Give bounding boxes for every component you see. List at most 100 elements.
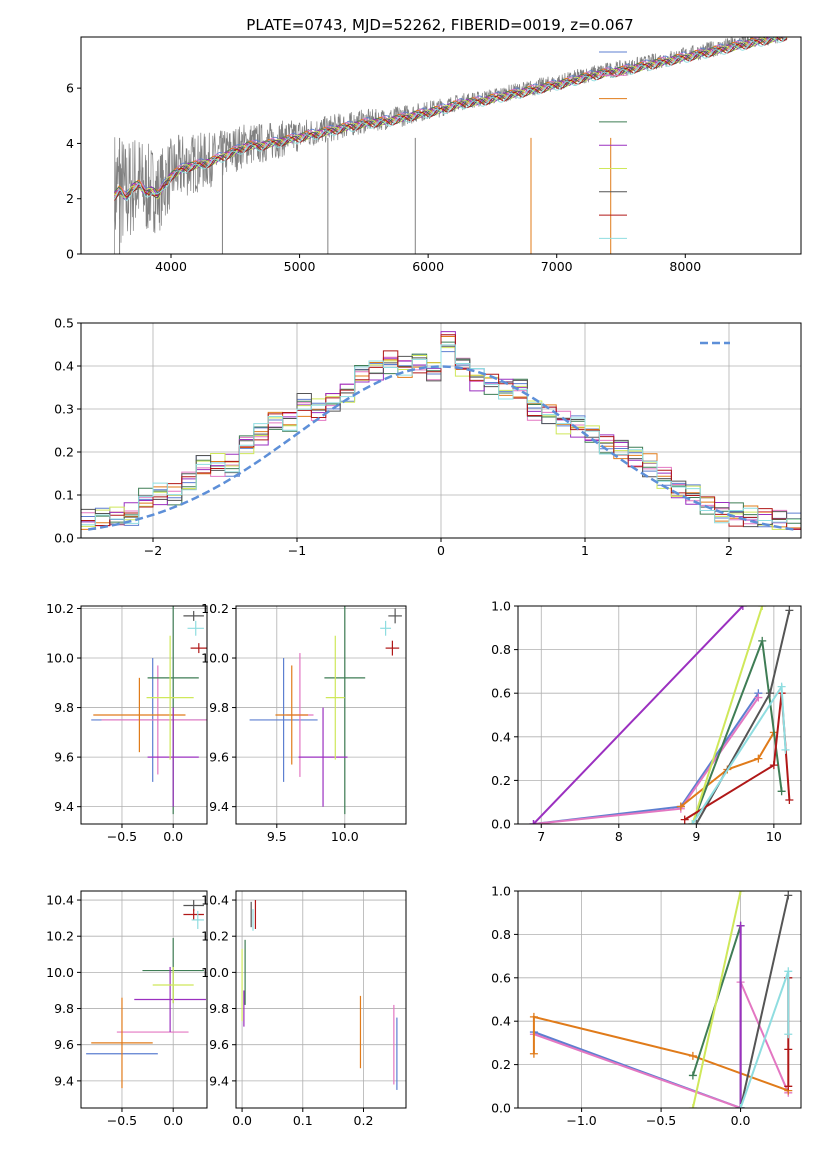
y-tick-label: 9.4	[54, 1073, 74, 1088]
y-tick-label: 0	[66, 247, 74, 262]
x-tick-label: 8	[615, 829, 623, 844]
weight-series	[739, 895, 790, 1108]
x-tick-label: 0.2	[354, 1113, 374, 1128]
x-tick-label: 0.0	[163, 829, 183, 844]
y-tick-label: 9.4	[209, 799, 229, 814]
y-tick-label: 9.6	[54, 1037, 74, 1052]
panel-spectrum: 4000 5000 6000 7000 8000 0 2 4 6	[66, 36, 802, 274]
panel-age_vs_Z: −0.5 0.0 9.4 9.6 9.8 10.0 10.2	[46, 601, 208, 844]
y-tick-label: 0.4	[491, 1014, 511, 1029]
y-tick-label: 9.4	[54, 799, 74, 814]
x-tick-label: 0.0	[163, 1113, 183, 1128]
y-tick-label: 0.0	[54, 531, 74, 546]
weight-point	[676, 802, 685, 811]
weight-point	[529, 820, 538, 824]
weight-point	[736, 1104, 745, 1108]
weight-point	[680, 815, 689, 824]
weight-point	[738, 606, 747, 610]
weight-point	[688, 1071, 697, 1080]
panel-mass_vs_ebv: 0.0 0.1 0.2 9.4 9.6 9.8 10.0 10.2 10.4	[201, 890, 407, 1128]
x-tick-label: −1	[288, 543, 306, 558]
y-tick-label: 0.3	[54, 402, 74, 417]
x-tick-label: 5000	[284, 259, 316, 274]
weight-point	[784, 1030, 793, 1039]
weight-point	[758, 606, 767, 610]
model-spectrum	[114, 37, 780, 201]
y-tick-label: 10.0	[46, 651, 74, 666]
axes-frame	[517, 890, 802, 1109]
y-tick-label: 10.2	[201, 601, 229, 616]
weight-point	[777, 787, 786, 796]
y-tick-label: 10.2	[201, 929, 229, 944]
gaussian-curve	[88, 365, 794, 531]
y-tick-label: 0.8	[491, 927, 511, 942]
weight-point	[765, 689, 774, 698]
x-tick-label: 0.0	[731, 1113, 751, 1128]
y-tick-label: 9.6	[209, 750, 229, 765]
x-tick-label: 4000	[155, 259, 187, 274]
x-tick-label: 8000	[669, 259, 701, 274]
y-tick-label: 0.4	[54, 359, 74, 374]
x-tick-label: 9	[692, 829, 700, 844]
model-spectrum	[114, 37, 788, 201]
weight-point	[784, 1045, 793, 1054]
x-tick-label: 9.5	[267, 829, 287, 844]
weight-series	[532, 606, 744, 824]
panels: 4000 5000 6000 7000 8000 0 2 4 6 −2 −1 0 1 2 0.0 0.1 0.2…	[46, 36, 802, 1128]
weight-series	[691, 606, 764, 824]
x-tick-label: 6000	[412, 259, 444, 274]
y-tick-label: 4	[66, 136, 74, 151]
weight-point	[769, 761, 778, 770]
axes-frame	[235, 605, 407, 825]
panel-residuals: −2 −1 0 1 2 0.0 0.1 0.2 0.3 0.4 0.5	[54, 316, 802, 558]
panel-age_vs_mass: 9.5 10.0 9.4 9.6 9.8 10.0 10.2	[201, 601, 407, 844]
x-tick-label: −2	[144, 543, 162, 558]
weight-point	[781, 745, 790, 754]
y-tick-label: 10.2	[46, 601, 74, 616]
y-tick-label: 0.0	[491, 1101, 511, 1116]
x-tick-label: −0.5	[107, 829, 137, 844]
y-tick-label: 2	[66, 191, 74, 206]
y-tick-label: 10.0	[201, 651, 229, 666]
x-tick-label: 10	[766, 829, 782, 844]
y-tick-label: 10.4	[201, 893, 229, 908]
y-tick-label: 0.2	[491, 1057, 511, 1072]
y-tick-label: 0.0	[491, 817, 511, 832]
weight-point	[736, 921, 745, 930]
weight-point	[784, 891, 793, 900]
y-tick-label: 0.8	[491, 642, 511, 657]
x-tick-label: 0.1	[293, 1113, 313, 1128]
weight-point	[758, 636, 767, 645]
x-tick-label: −0.5	[646, 1113, 676, 1128]
y-tick-label: 10.4	[46, 893, 74, 908]
axes-frame	[80, 890, 208, 1109]
panel-mass_vs_Z: −0.5 0.0 9.4 9.6 9.8 10.0 10.2 10.4	[46, 890, 208, 1128]
plot-area	[249, 606, 402, 815]
y-tick-label: 0.2	[491, 773, 511, 788]
weight-point	[688, 1104, 697, 1108]
panel-weight_vs_age: 7 8 9 10 0.0 0.2 0.4 0.6 0.8 1.0	[491, 599, 802, 844]
x-tick-label: 0	[437, 543, 445, 558]
plot-area	[241, 900, 398, 1090]
weight-series	[691, 891, 742, 1108]
weight-point	[529, 1012, 538, 1021]
y-tick-label: 0.5	[54, 316, 74, 331]
y-tick-label: 9.8	[54, 700, 74, 715]
axes-frame	[517, 605, 802, 825]
y-tick-label: 9.6	[54, 750, 74, 765]
weight-point	[785, 796, 794, 805]
y-tick-label: 0.4	[491, 729, 511, 744]
y-tick-label: 10.0	[201, 965, 229, 980]
weight-point	[784, 967, 793, 976]
y-tick-label: 1.0	[491, 599, 511, 614]
model-spectrum	[113, 37, 787, 202]
y-tick-label: 0.1	[54, 488, 74, 503]
y-tick-label: 0.2	[54, 445, 74, 460]
weight-point	[784, 1082, 793, 1091]
x-tick-label: 2	[725, 543, 733, 558]
residual-histogram	[81, 344, 801, 526]
y-tick-label: 9.8	[209, 700, 229, 715]
weight-point	[692, 820, 701, 824]
